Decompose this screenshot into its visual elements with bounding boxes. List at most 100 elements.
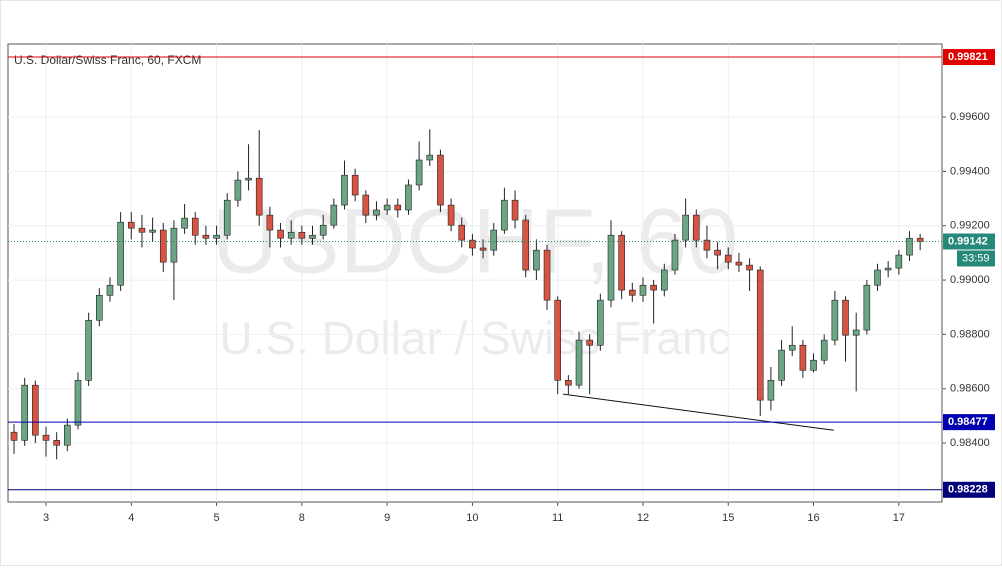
countdown-badge bbox=[957, 250, 995, 267]
candle-body bbox=[767, 380, 775, 401]
x-tick-label: 17 bbox=[893, 512, 905, 524]
y-tick-label: 0.98600 bbox=[950, 383, 990, 395]
candle-body bbox=[724, 254, 732, 263]
candle-body bbox=[106, 284, 114, 296]
candle-body bbox=[287, 231, 295, 239]
candle-body bbox=[469, 239, 476, 249]
x-tick-label: 10 bbox=[466, 512, 478, 524]
x-tick-label: 16 bbox=[807, 512, 819, 524]
last-price-label: 0.99142 bbox=[948, 235, 988, 247]
candle-body bbox=[586, 339, 593, 346]
candle-body bbox=[383, 204, 391, 211]
y-tick-label: 0.99000 bbox=[950, 274, 990, 286]
candle-body bbox=[74, 380, 82, 426]
candle-body bbox=[159, 229, 167, 263]
candle-body bbox=[330, 204, 338, 226]
watermark: USDCHF, 60 U.S. Dollar / Swiss Franc bbox=[212, 190, 739, 364]
x-tick-label: 11 bbox=[552, 512, 563, 524]
candle-body bbox=[906, 237, 913, 256]
watermark-description: U.S. Dollar / Swiss Franc bbox=[219, 312, 730, 364]
candle-body bbox=[799, 344, 807, 371]
candle-body bbox=[223, 199, 231, 236]
candle-body bbox=[170, 227, 178, 263]
candle-body bbox=[298, 231, 306, 239]
candle-body bbox=[863, 284, 871, 331]
y-tick-label: 0.98800 bbox=[950, 328, 990, 340]
candle-body bbox=[341, 174, 348, 206]
level-badge bbox=[943, 481, 995, 498]
candle-body bbox=[351, 174, 359, 196]
candle-body bbox=[437, 154, 444, 206]
candle-body bbox=[607, 234, 615, 301]
x-tick-label: 12 bbox=[637, 512, 649, 524]
candle-body bbox=[639, 284, 647, 296]
candle-body bbox=[575, 339, 583, 386]
y-tick-label: 0.99400 bbox=[950, 165, 990, 177]
candle-body bbox=[202, 234, 210, 239]
y-tick-label: 0.98400 bbox=[950, 437, 990, 449]
trendline bbox=[562, 393, 834, 431]
candle-body bbox=[554, 299, 561, 381]
candle-body bbox=[10, 431, 18, 441]
level-badge bbox=[943, 49, 995, 66]
candle-body bbox=[277, 229, 284, 239]
candle-body bbox=[618, 234, 625, 291]
candle-body bbox=[415, 159, 423, 186]
candle-body bbox=[714, 249, 721, 256]
candle-body bbox=[127, 221, 135, 229]
candle-body bbox=[511, 199, 519, 221]
candle-body bbox=[543, 249, 551, 301]
countdown-label: 33:59 bbox=[962, 252, 990, 264]
candle-body bbox=[373, 209, 380, 216]
candle-body bbox=[490, 229, 498, 251]
candle-body bbox=[117, 221, 124, 286]
x-tick-label: 4 bbox=[128, 512, 134, 524]
candle-body bbox=[660, 269, 668, 291]
candle-body bbox=[266, 214, 274, 231]
x-tick-label: 5 bbox=[214, 512, 220, 524]
candle-body bbox=[650, 284, 657, 291]
candle-body bbox=[149, 229, 156, 233]
candle-body bbox=[501, 199, 508, 231]
candle-body bbox=[874, 269, 881, 286]
candle-body bbox=[64, 424, 71, 446]
candle-body bbox=[181, 217, 188, 229]
candle-body bbox=[213, 234, 220, 239]
level-label: 0.98228 bbox=[948, 484, 988, 496]
candle-body bbox=[533, 249, 540, 271]
x-tick-label: 3 bbox=[43, 512, 49, 524]
candle-body bbox=[138, 227, 146, 233]
candle-body bbox=[842, 299, 849, 336]
y-tick-label: 0.99600 bbox=[950, 111, 990, 123]
candle-body bbox=[245, 177, 252, 181]
candle-body bbox=[42, 434, 50, 441]
last-price-badge bbox=[943, 233, 995, 250]
candle-body bbox=[895, 254, 903, 269]
candle-body bbox=[597, 299, 604, 346]
level-label: 0.98477 bbox=[948, 416, 988, 428]
x-tick-label: 15 bbox=[722, 512, 734, 524]
y-tick-label: 0.99200 bbox=[950, 220, 990, 232]
candle-body bbox=[21, 384, 28, 441]
candle-body bbox=[405, 184, 412, 211]
candle-body bbox=[96, 294, 103, 321]
chart-title: U.S. Dollar/Swiss Franc, 60, FXCM bbox=[14, 53, 201, 67]
candle-body bbox=[746, 264, 753, 271]
candle-body bbox=[831, 299, 839, 341]
candle-body bbox=[671, 239, 679, 271]
candle-body bbox=[565, 380, 572, 386]
candle-body bbox=[191, 217, 199, 236]
candle-body bbox=[426, 154, 434, 161]
candle-body bbox=[458, 224, 466, 241]
plot-frame bbox=[7, 43, 943, 503]
candle-body bbox=[447, 204, 455, 226]
candle-body bbox=[234, 179, 242, 201]
level-label: 0.99821 bbox=[948, 51, 988, 63]
candle-body bbox=[362, 194, 370, 216]
candle-body bbox=[319, 224, 327, 236]
candle-body bbox=[255, 177, 263, 216]
candle-body bbox=[479, 247, 487, 251]
candle-body bbox=[629, 289, 636, 296]
candle-body bbox=[852, 329, 860, 336]
